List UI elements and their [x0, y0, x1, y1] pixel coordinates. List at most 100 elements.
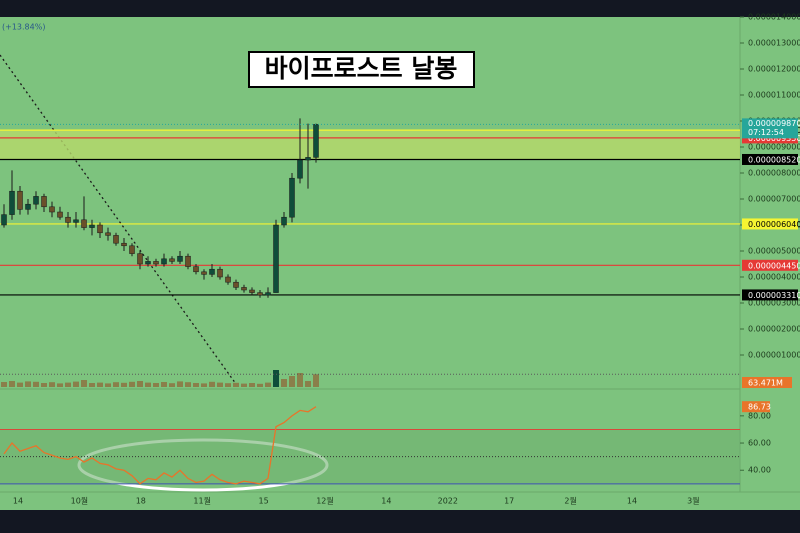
- candle-body: [297, 159, 303, 179]
- volume-bar: [313, 374, 319, 387]
- level-tag: [742, 153, 798, 165]
- y-tick-label: 0.000007000: [748, 195, 800, 204]
- volume-bar: [65, 382, 71, 387]
- rsi-label: 86.73: [748, 403, 771, 412]
- volume-bar: [225, 383, 231, 387]
- volume-bar: [177, 381, 183, 387]
- candle-body: [9, 190, 15, 215]
- volume-bar: [17, 382, 23, 387]
- last-price-time: 07:12:54: [748, 128, 784, 137]
- candle-body: [313, 124, 319, 158]
- y-tick-label: 0.000008000: [748, 169, 800, 178]
- candle-body: [209, 268, 215, 275]
- level-tag: [742, 289, 798, 301]
- volume-bar: [25, 381, 31, 387]
- volume-bar: [33, 381, 39, 387]
- data-layer: [0, 118, 740, 485]
- y-tick-label: 0.000005000: [748, 247, 800, 256]
- candle-body: [233, 281, 239, 288]
- candle-body: [273, 224, 279, 293]
- candle-body: [217, 268, 223, 278]
- candle-body: [81, 219, 87, 228]
- y-tick-label: 0.000011000: [748, 91, 800, 100]
- x-tick-label: 10월: [71, 496, 89, 506]
- candle-body: [121, 242, 127, 247]
- volume-bar: [41, 383, 47, 387]
- volume-bar: [145, 382, 151, 387]
- candle-body: [201, 271, 207, 275]
- volume-bar: [113, 382, 119, 387]
- candle-body: [105, 232, 111, 236]
- volume-bar: [249, 383, 255, 387]
- y-tick-label: 0.000013000: [748, 39, 800, 48]
- candle-body: [33, 196, 39, 205]
- candle-body: [185, 255, 191, 267]
- candle-body: [73, 219, 79, 223]
- x-tick-label: 3월: [687, 496, 699, 506]
- candle-body: [177, 255, 183, 262]
- rsi-tick-label: 60.00: [748, 439, 771, 448]
- x-tick-label: 2월: [564, 496, 576, 506]
- volume-bar: [185, 382, 191, 387]
- rsi-tick-label: 40.00: [748, 466, 771, 475]
- y-tick-label: 0.000014000: [748, 13, 800, 22]
- level-label: 0.000008520: [748, 155, 800, 164]
- last-price-tag: [742, 118, 798, 139]
- x-tick-label: 11월: [193, 496, 211, 506]
- candle-body: [265, 292, 271, 296]
- y-tick-label: 0.000004000: [748, 273, 800, 282]
- candle-body: [305, 157, 311, 161]
- volume-bar: [241, 383, 247, 387]
- volume-bar: [129, 381, 135, 387]
- volume-bar: [97, 382, 103, 387]
- rsi-line: [3, 406, 317, 485]
- volume-bar: [57, 383, 63, 387]
- x-tick-label: 17: [504, 497, 514, 506]
- volume-bar: [1, 382, 7, 387]
- rsi-tick-label: 80.00: [748, 411, 771, 420]
- candle-body: [129, 245, 135, 254]
- candle-body: [57, 211, 63, 218]
- y-tick-label: 0.000012000: [748, 65, 800, 74]
- candle-body: [257, 292, 263, 296]
- candle-body: [25, 203, 31, 210]
- rsi-tag: [742, 401, 770, 413]
- volume-bar: [305, 381, 311, 387]
- candle-body: [97, 224, 103, 234]
- volume-bar: [289, 376, 295, 387]
- volume-bar: [49, 382, 55, 387]
- candle-body: [281, 216, 287, 226]
- volume-bar: [169, 383, 175, 387]
- volume-bar: [73, 381, 79, 387]
- volume-bar: [193, 383, 199, 387]
- x-tick-label: 18: [136, 497, 146, 506]
- volume-bar: [105, 383, 111, 387]
- level-label: 0.000006040: [748, 220, 800, 229]
- candle-body: [113, 235, 119, 244]
- level-tag: [742, 218, 798, 230]
- candle-body: [161, 258, 167, 265]
- last-price-label: 0.000009870: [748, 119, 800, 128]
- level-label: 0.000004450: [748, 261, 800, 270]
- title-box: [248, 51, 475, 88]
- volume-bar: [265, 382, 271, 387]
- candle-body: [1, 214, 7, 226]
- x-tick-label: 15: [259, 497, 269, 506]
- candle-body: [49, 206, 55, 213]
- candle-body: [145, 261, 151, 265]
- candle-body: [89, 224, 95, 228]
- candle-body: [193, 266, 199, 273]
- volume-bar: [257, 383, 263, 387]
- x-tick-label: 14: [381, 497, 391, 506]
- x-tick-label: 14: [627, 497, 637, 506]
- candle-body: [153, 261, 159, 265]
- y-tick-label: 0.000003000: [748, 299, 800, 308]
- change-label: (+13.84%): [2, 23, 45, 32]
- y-tick-label: 0.000009000: [748, 143, 800, 152]
- volume-bar: [121, 382, 127, 387]
- level-label: 0.000009350: [748, 134, 800, 143]
- level-tag: [742, 259, 798, 271]
- candle-body: [225, 276, 231, 283]
